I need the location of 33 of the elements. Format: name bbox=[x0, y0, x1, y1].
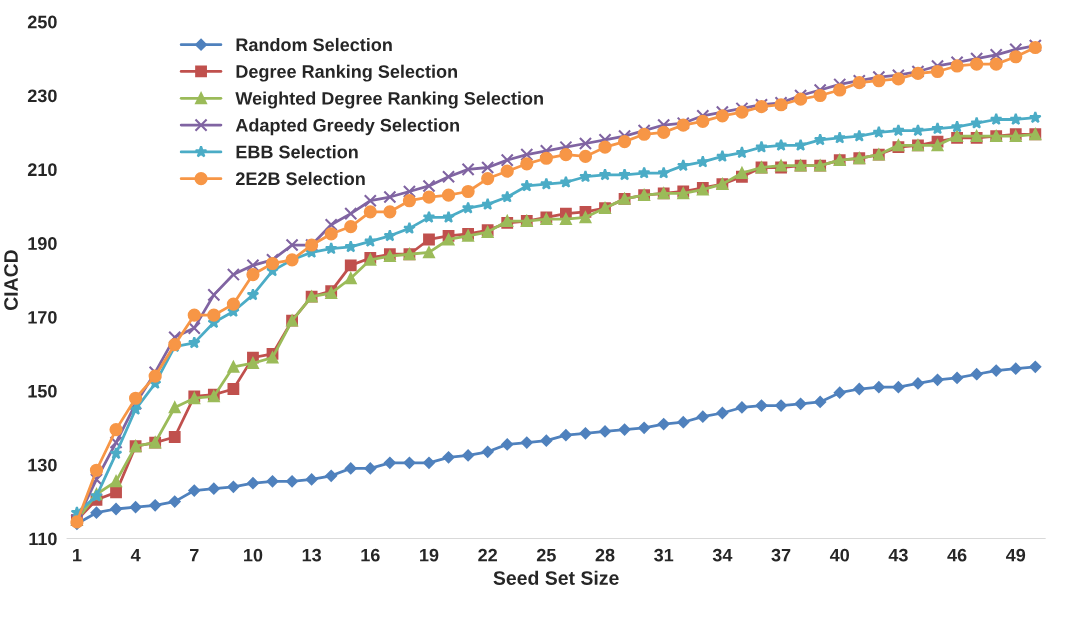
x-tick-label: 4 bbox=[130, 548, 141, 562]
x-tick-label: 46 bbox=[947, 548, 967, 562]
x-tick-label: 43 bbox=[888, 548, 908, 562]
x-tick-label: 28 bbox=[595, 548, 615, 562]
x-tick-label: 37 bbox=[771, 548, 791, 562]
legend-label: Adapted Greedy Selection bbox=[235, 118, 459, 136]
y-tick-label: 210 bbox=[27, 163, 57, 177]
x-tick-label: 34 bbox=[712, 548, 733, 562]
y-tick-label: 190 bbox=[28, 237, 57, 250]
y-tick-label: 230 bbox=[27, 89, 57, 103]
y-tick-label: 150 bbox=[28, 384, 57, 398]
legend-label: Degree Ranking Selection bbox=[236, 64, 457, 82]
x-tick-label: 16 bbox=[361, 548, 380, 562]
y-tick-label: 170 bbox=[28, 310, 57, 324]
y-tick-label: 250 bbox=[27, 15, 57, 29]
x-tick-label: 49 bbox=[1005, 548, 1026, 562]
x-tick-label: 31 bbox=[654, 548, 674, 562]
legend-label: Weighted Degree Ranking Selection bbox=[235, 91, 543, 109]
y-axis-title: CIACD bbox=[4, 250, 18, 311]
x-axis-title: Seed Set Size bbox=[493, 570, 619, 585]
x-tick-label: 25 bbox=[536, 548, 556, 562]
legend-label: Random Selection bbox=[236, 37, 392, 52]
x-tick-label: 22 bbox=[478, 548, 497, 562]
x-tick-label: 10 bbox=[244, 548, 263, 562]
x-tick-label: 7 bbox=[190, 548, 199, 562]
legend-label: 2E2B Selection bbox=[235, 171, 365, 186]
y-tick-label: 130 bbox=[28, 458, 57, 472]
x-tick-label: 13 bbox=[302, 548, 322, 562]
y-tick-label: 110 bbox=[29, 532, 57, 546]
x-tick-label: 40 bbox=[829, 548, 850, 562]
x-tick-label: 19 bbox=[420, 548, 439, 562]
x-tick-label: 1 bbox=[73, 548, 82, 562]
legend-label: EBB Selection bbox=[236, 145, 358, 159]
